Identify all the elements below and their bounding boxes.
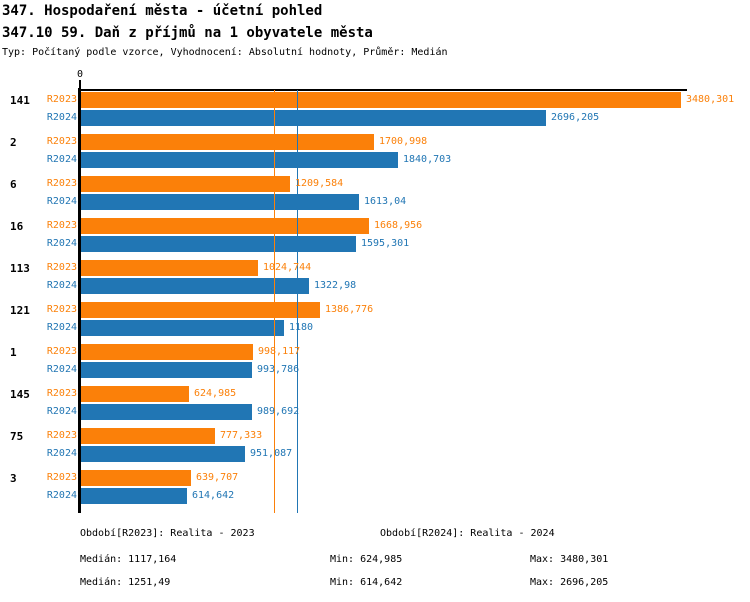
bar-r2024-16 (81, 236, 356, 252)
bar-r2024-6 (81, 194, 359, 210)
category-label-2: 2 (10, 136, 17, 149)
category-label-75: 75 (10, 430, 24, 443)
bar-r2023-2 (81, 134, 374, 150)
value-label-r2024-2: 1840,703 (403, 154, 452, 165)
series-label-r2024-113: R2024 (46, 280, 77, 291)
stat-median-r2023: Medián: 1117,164 (80, 554, 177, 565)
value-label-r2023-145: 624,985 (194, 388, 237, 399)
value-label-r2024-1: 993,786 (257, 364, 300, 375)
bar-r2023-3 (81, 470, 191, 486)
series-label-r2024-6: R2024 (46, 196, 77, 207)
series-label-r2024-141: R2024 (46, 112, 77, 123)
bar-r2024-145 (81, 404, 252, 420)
value-label-r2023-75: 777,333 (220, 430, 263, 441)
stat-max-r2024: Max: 2696,205 (530, 577, 609, 588)
series-label-r2024-16: R2024 (46, 238, 77, 249)
series-label-r2023-3: R2023 (46, 472, 77, 483)
bar-r2023-141 (81, 92, 681, 108)
legend-r2024: Období[R2024]: Realita - 2024 (380, 528, 555, 539)
stat-min-r2024: Min: 614,642 (330, 577, 403, 588)
series-label-r2024-121: R2024 (46, 322, 77, 333)
value-label-r2024-16: 1595,301 (361, 238, 410, 249)
series-label-r2023-141: R2023 (46, 94, 77, 105)
value-label-r2023-3: 639,707 (196, 472, 239, 483)
bar-r2024-1 (81, 362, 252, 378)
series-label-r2023-6: R2023 (46, 178, 77, 189)
value-label-r2024-121: 1180 (289, 322, 314, 333)
category-label-141: 141 (10, 94, 30, 107)
series-label-r2024-3: R2024 (46, 490, 77, 501)
value-label-r2023-2: 1700,998 (379, 136, 428, 147)
bar-r2023-16 (81, 218, 369, 234)
value-label-r2023-6: 1209,584 (295, 178, 344, 189)
x-axis-line (78, 89, 687, 91)
bar-r2024-3 (81, 488, 187, 504)
median-line-r2023 (274, 90, 275, 513)
bar-r2023-75 (81, 428, 215, 444)
series-label-r2023-75: R2023 (46, 430, 77, 441)
series-label-r2023-2: R2023 (46, 136, 77, 147)
value-label-r2024-3: 614,642 (192, 490, 235, 501)
bar-r2023-6 (81, 176, 290, 192)
bar-r2023-1 (81, 344, 253, 360)
report-title-line2: 347.10 59. Daň z příjmů na 1 obyvatele m… (2, 25, 373, 41)
category-label-145: 145 (10, 388, 30, 401)
bar-r2024-2 (81, 152, 398, 168)
series-label-r2023-1: R2023 (46, 346, 77, 357)
value-label-r2024-145: 989,692 (257, 406, 300, 417)
bar-r2023-145 (81, 386, 189, 402)
bar-r2024-113 (81, 278, 309, 294)
report-meta-line: Typ: Počítaný podle vzorce, Vyhodnocení:… (2, 47, 448, 58)
legend-r2023: Období[R2023]: Realita - 2023 (80, 528, 255, 539)
bar-r2024-121 (81, 320, 284, 336)
value-label-r2023-113: 1024,744 (263, 262, 312, 273)
category-label-1: 1 (10, 346, 17, 359)
bar-r2023-121 (81, 302, 320, 318)
stat-max-r2023: Max: 3480,301 (530, 554, 609, 565)
category-label-113: 113 (10, 262, 30, 275)
value-label-r2023-141: 3480,301 (686, 94, 735, 105)
report-title-line1: 347. Hospodaření města - účetní pohled (2, 3, 323, 19)
stat-min-r2023: Min: 624,985 (330, 554, 403, 565)
y-axis-line (78, 88, 81, 513)
value-label-r2024-113: 1322,98 (314, 280, 357, 291)
category-label-3: 3 (10, 472, 17, 485)
category-label-121: 121 (10, 304, 30, 317)
x-axis-zero-label: 0 (76, 69, 84, 80)
x-axis-zero-tick (79, 80, 81, 89)
series-label-r2023-16: R2023 (46, 220, 77, 231)
series-label-r2024-145: R2024 (46, 406, 77, 417)
series-label-r2024-1: R2024 (46, 364, 77, 375)
median-line-r2024 (297, 90, 298, 513)
bar-r2023-113 (81, 260, 258, 276)
bar-r2024-141 (81, 110, 546, 126)
series-label-r2023-113: R2023 (46, 262, 77, 273)
series-label-r2024-75: R2024 (46, 448, 77, 459)
value-label-r2024-75: 951,087 (250, 448, 293, 459)
bar-r2024-75 (81, 446, 245, 462)
category-label-6: 6 (10, 178, 17, 191)
value-label-r2024-141: 2696,205 (551, 112, 600, 123)
value-label-r2023-121: 1386,776 (325, 304, 374, 315)
category-label-16: 16 (10, 220, 24, 233)
series-label-r2023-145: R2023 (46, 388, 77, 399)
value-label-r2023-1: 998,117 (258, 346, 301, 357)
stat-median-r2024: Medián: 1251,49 (80, 577, 171, 588)
value-label-r2023-16: 1668,956 (374, 220, 423, 231)
value-label-r2024-6: 1613,04 (364, 196, 407, 207)
series-label-r2024-2: R2024 (46, 154, 77, 165)
series-label-r2023-121: R2023 (46, 304, 77, 315)
